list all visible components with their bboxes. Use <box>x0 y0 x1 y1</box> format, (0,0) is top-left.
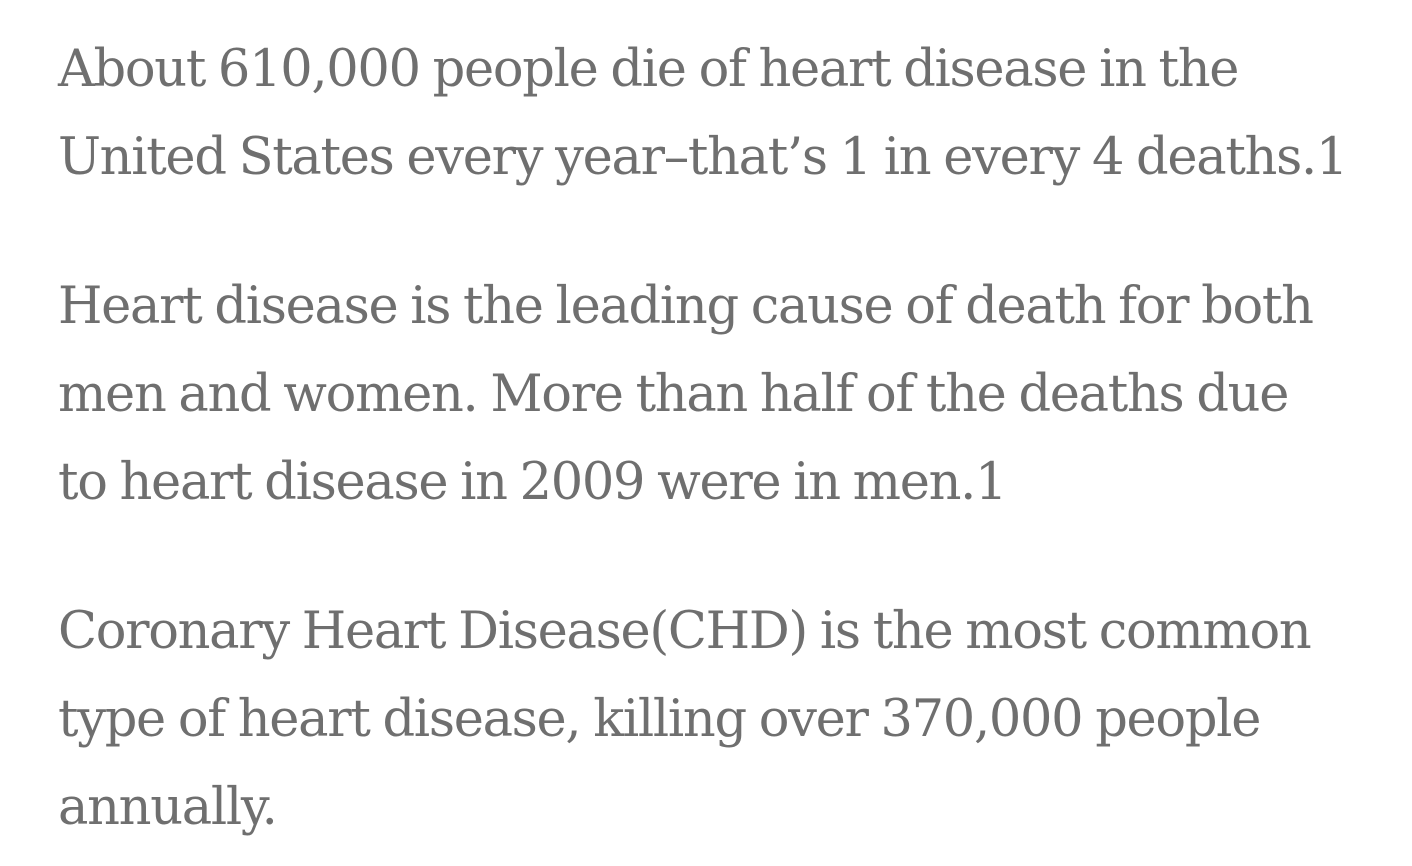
paragraph-deaths-per-year: About 610,000 people die of heart diseas… <box>58 26 1398 202</box>
paragraph-leading-cause: Heart disease is the leading cause of de… <box>58 263 1398 527</box>
paragraph-line: type of heart disease, killing over 370,… <box>58 690 1261 749</box>
paragraph-line: Heart disease is the leading cause of de… <box>58 277 1314 336</box>
paragraph-line: to heart disease in 2009 were in men.1 <box>58 453 1008 512</box>
paragraph-line: About 610,000 people die of heart diseas… <box>58 40 1239 99</box>
paragraph-line: annually. <box>58 778 278 837</box>
paragraph-line: United States every year–that’s 1 in eve… <box>58 128 1348 187</box>
paragraph-line: men and women. More than half of the dea… <box>58 365 1289 424</box>
paragraph-coronary-heart-disease: Coronary Heart Disease(CHD) is the most … <box>58 588 1398 852</box>
article-body: About 610,000 people die of heart diseas… <box>58 26 1398 852</box>
paragraph-line: Coronary Heart Disease(CHD) is the most … <box>58 602 1312 661</box>
